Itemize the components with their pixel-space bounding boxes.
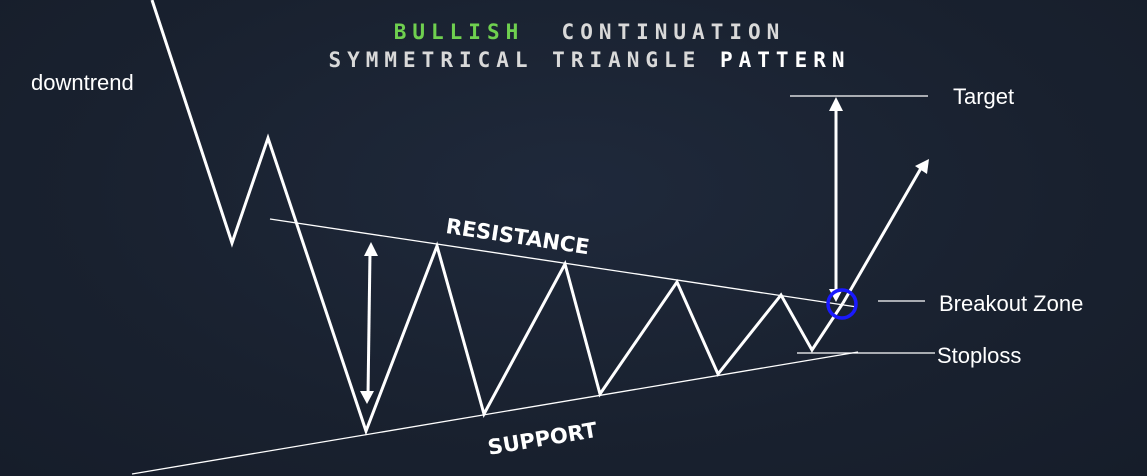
pattern-height-arrow-top xyxy=(364,242,378,256)
title-continuation: CONTINUATION xyxy=(561,20,786,44)
breakout-circle xyxy=(826,288,858,320)
breakout-zone-label: Breakout Zone xyxy=(939,291,1084,316)
downtrend-label: downtrend xyxy=(31,70,134,95)
title-symmetrical-triangle: SYMMETRICAL TRIANGLE xyxy=(328,48,702,72)
stoploss-label: Stoploss xyxy=(937,343,1022,368)
title-pattern: PATTERN xyxy=(720,48,851,72)
pattern-height-arrow-bottom xyxy=(360,391,374,404)
support-line xyxy=(131,351,859,475)
resistance-line xyxy=(269,218,858,308)
breakout-arrow-head xyxy=(915,159,929,174)
title-bullish: BULLISH xyxy=(393,20,525,44)
title-line-1: BULLISH CONTINUATION xyxy=(16,20,1147,44)
target-label: Target xyxy=(953,84,1015,109)
target-projection-arrow-top xyxy=(829,97,843,111)
title-line-2: SYMMETRICAL TRIANGLE PATTERN xyxy=(16,48,1147,72)
pattern-height-arrow xyxy=(366,251,372,397)
breakout-arrow xyxy=(841,162,926,304)
